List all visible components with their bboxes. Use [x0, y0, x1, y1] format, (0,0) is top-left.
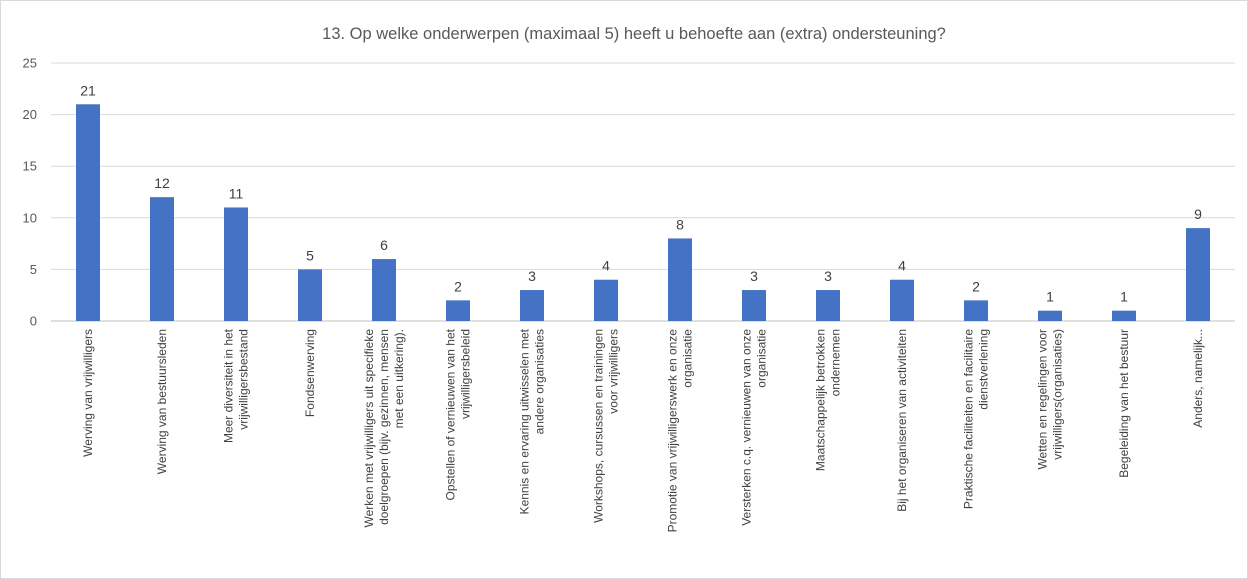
data-label: 4: [602, 258, 610, 274]
category-label: Werving van vrijwilligers: [81, 329, 95, 457]
category-label: Versterken c.q. vernieuwen van onze organ…: [740, 329, 769, 526]
category-label-line: Wetten en regelingen voor: [1036, 329, 1050, 470]
category-label: Wetten en regelingen voor vrijwilligers(o…: [1036, 329, 1065, 470]
bar: [890, 279, 914, 321]
data-label: 3: [750, 268, 758, 284]
category-label-line: Maatschappelijk betrokken: [814, 329, 828, 471]
y-tick-label: 25: [23, 56, 37, 71]
bar: [668, 238, 692, 321]
bar: [1112, 310, 1136, 321]
category-label-line: Kennis en ervaring uitwisselen met: [518, 328, 532, 514]
category-label-line: Anders, namelijk...: [1191, 329, 1205, 428]
category-label-line: vrijwilligersbeleid: [459, 329, 473, 419]
bar: [76, 104, 100, 321]
category-label: Werken met vrijwilligers uit specifieke d…: [362, 329, 406, 528]
bar: [816, 290, 840, 321]
category-label: Werving van bestuursleden: [155, 329, 169, 474]
category-label-line: Praktische faciliteiten en facilitaire: [962, 329, 976, 509]
category-label: Promotie van vrijwilligerswerk en onze or…: [666, 329, 695, 533]
category-label: Praktische faciliteiten en facilitaire di…: [962, 329, 991, 509]
y-tick-label: 0: [30, 314, 37, 329]
data-label: 4: [898, 258, 906, 274]
bar: [372, 259, 396, 321]
category-label-line: organisatie: [755, 329, 769, 388]
category-label-line: ondernemen: [829, 329, 843, 396]
category-label-line: Fondsenwerving: [303, 329, 317, 417]
category-label-line: Workshops, cursussen en trainingen: [592, 329, 606, 523]
data-label: 11: [229, 185, 244, 201]
gridlines: [51, 62, 1235, 322]
y-tick-label: 20: [23, 107, 37, 122]
data-label: 3: [528, 268, 536, 284]
category-label-line: dienstverlening: [977, 329, 991, 410]
category-label-line: Meer diversiteit in het: [222, 328, 236, 443]
bar: [446, 300, 470, 321]
data-label: 2: [972, 278, 980, 294]
y-tick-label: 10: [23, 210, 37, 225]
category-label: Maatschappelijk betrokken ondernemen: [814, 329, 843, 471]
category-label-line: Opstellen of vernieuwen van het: [444, 328, 458, 500]
bars: [76, 104, 1210, 321]
y-axis-ticks: 0 5 10 15 20 25: [23, 56, 37, 329]
category-label-line: met een uitkering).: [392, 329, 406, 428]
bar: [520, 290, 544, 321]
category-labels: Werving van vrijwilligers Werving van bes…: [81, 328, 1205, 532]
data-label: 21: [80, 82, 96, 98]
data-label: 12: [154, 175, 170, 191]
category-label: Bij het organiseren van activiteiten: [895, 329, 909, 512]
data-label: 3: [824, 268, 832, 284]
category-label: Fondsenwerving: [303, 329, 317, 417]
category-label-line: Werving van bestuursleden: [155, 329, 169, 474]
y-tick-label: 5: [30, 262, 37, 277]
category-label: Begeleiding van het bestuur: [1117, 329, 1131, 478]
bar: [1186, 228, 1210, 321]
category-label: Meer diversiteit in het vrijwilligersbest…: [222, 328, 251, 443]
data-label: 5: [306, 247, 314, 263]
bar: [224, 207, 248, 321]
data-label: 1: [1046, 289, 1054, 305]
category-label-line: doelgroepen (bijv. gezinnen, mensen: [377, 329, 391, 525]
bar: [1038, 310, 1062, 321]
data-label: 9: [1194, 206, 1202, 222]
category-label-line: voor vrijwilligers: [607, 329, 621, 414]
category-label-line: Begeleiding van het bestuur: [1117, 329, 1131, 478]
data-label: 6: [380, 237, 388, 253]
category-label: Workshops, cursussen en trainingen voor v…: [592, 329, 621, 523]
category-label-line: organisatie: [681, 329, 695, 388]
bar: [742, 290, 766, 321]
category-label-line: Versterken c.q. vernieuwen van onze: [740, 329, 754, 526]
data-label: 8: [676, 216, 684, 232]
category-label: Anders, namelijk...: [1191, 329, 1205, 428]
category-label: Opstellen of vernieuwen van het vrijwilli…: [444, 328, 473, 500]
chart-title: 13. Op welke onderwerpen (maximaal 5) he…: [322, 25, 946, 43]
data-label: 1: [1120, 289, 1128, 305]
data-label: 2: [454, 278, 462, 294]
category-label-line: Bij het organiseren van activiteiten: [895, 329, 909, 512]
category-label: Kennis en ervaring uitwisselen met andere…: [518, 328, 547, 514]
bar: [594, 279, 618, 321]
y-tick-label: 15: [23, 159, 37, 174]
category-label-line: vrijwilligersbestand: [237, 329, 251, 430]
category-label-line: Werving van vrijwilligers: [81, 329, 95, 457]
bar: [150, 197, 174, 321]
category-label-line: Promotie van vrijwilligerswerk en onze: [666, 329, 680, 533]
bar: [964, 300, 988, 321]
category-label-line: vrijwilligers(organisaties): [1051, 329, 1065, 460]
bar: [298, 269, 322, 321]
category-label-line: andere organisaties: [533, 329, 547, 434]
category-label-line: Werken met vrijwilligers uit specifieke: [362, 329, 376, 528]
